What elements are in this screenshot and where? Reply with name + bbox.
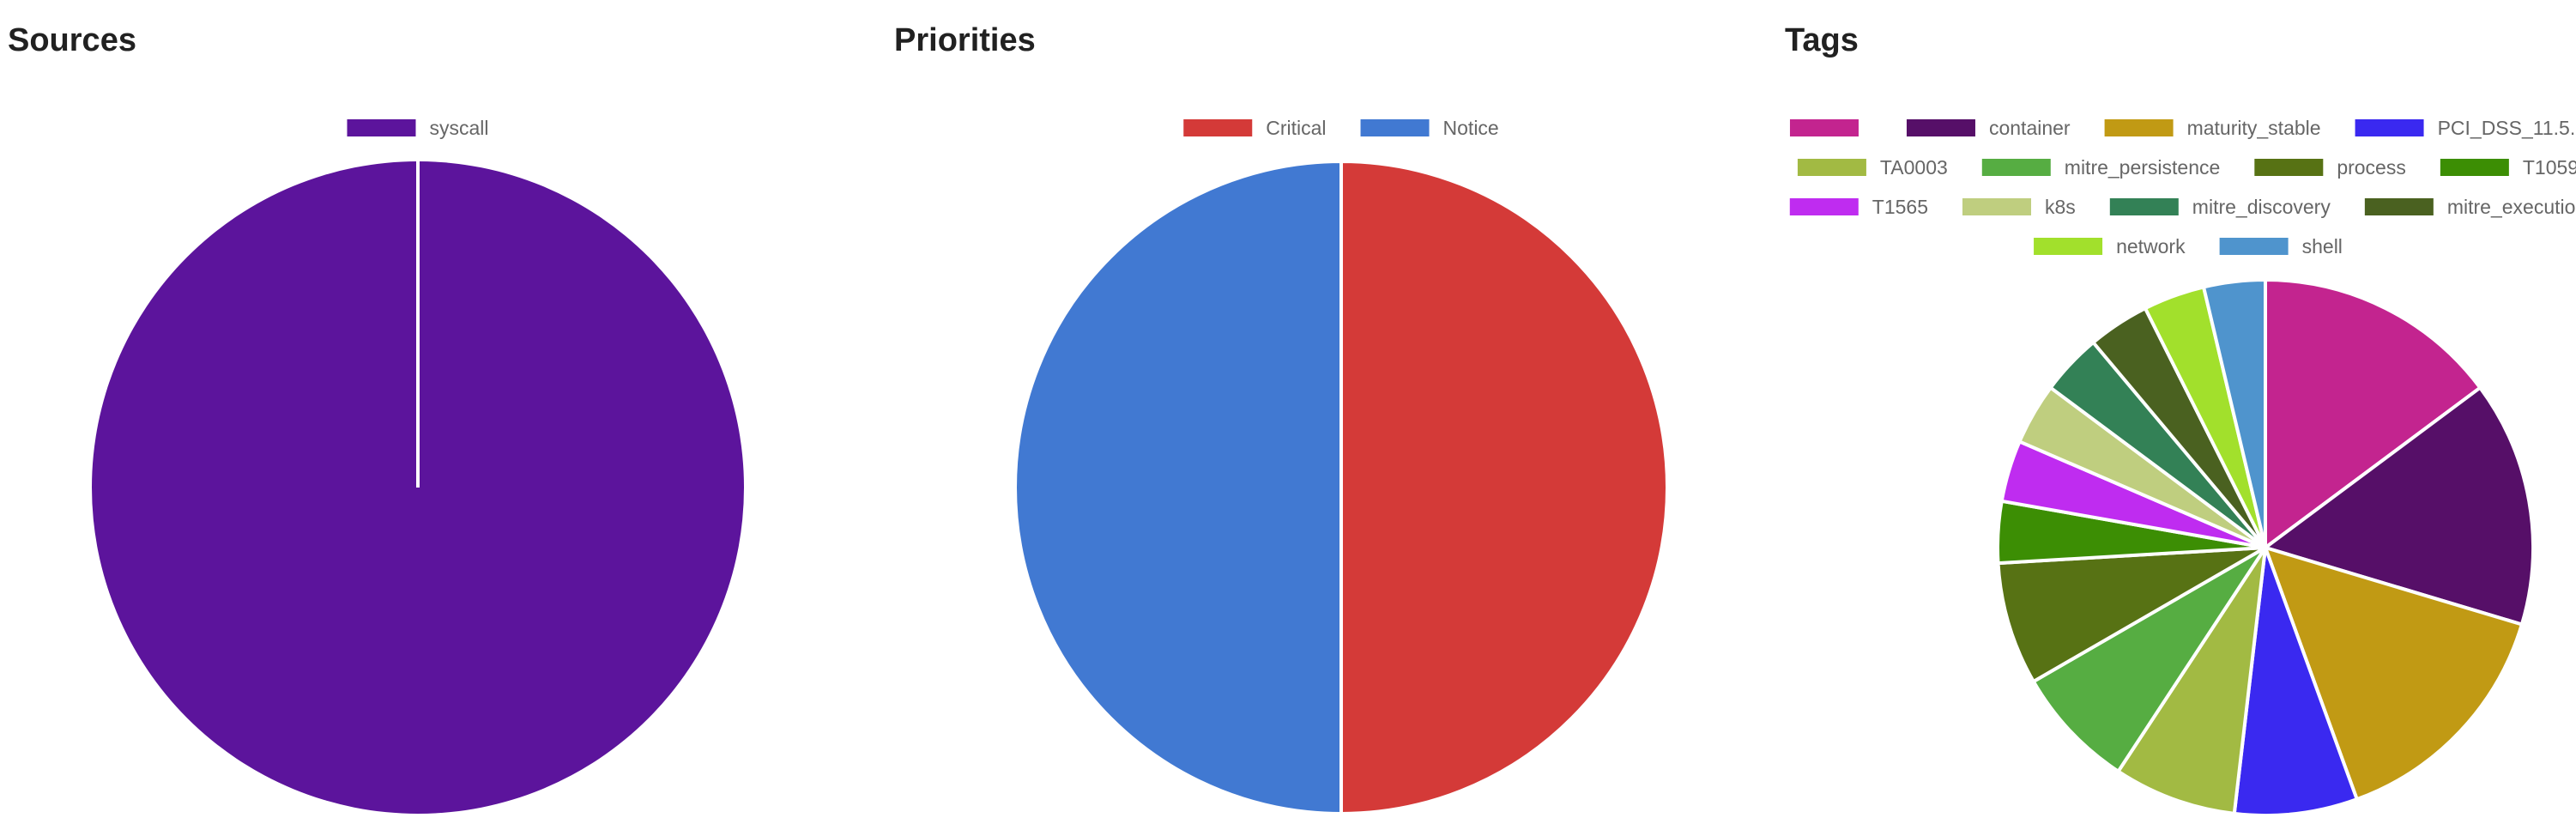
tags-panel: Tags container maturity_stable PCI_DSS_11.… bbox=[1785, 0, 2576, 824]
legend-label: Critical bbox=[1266, 117, 1326, 139]
legend-swatch bbox=[2219, 238, 2289, 255]
legend-label: mitre_execution bbox=[2447, 196, 2576, 218]
legend-swatch bbox=[1360, 119, 1430, 136]
legend-item-shell[interactable]: shell bbox=[2219, 235, 2343, 258]
legend-swatch bbox=[1183, 119, 1253, 136]
legend-swatch bbox=[2254, 159, 2324, 176]
tags-slice-container[interactable] bbox=[2264, 385, 2535, 627]
legend-swatch bbox=[2440, 159, 2509, 176]
legend-swatch bbox=[2104, 119, 2174, 136]
legend-item-unlabeled[interactable] bbox=[1789, 119, 1859, 136]
legend-label: PCI_DSS_11.5.1 bbox=[2438, 117, 2576, 139]
legend-item-pci-dss-11-5-1[interactable]: PCI_DSS_11.5.1 bbox=[2355, 117, 2576, 139]
legend-label: k8s bbox=[2045, 196, 2076, 218]
legend-swatch bbox=[1797, 159, 1866, 176]
priorities-slice-critical[interactable] bbox=[1339, 160, 1669, 815]
legend-swatch bbox=[1962, 198, 2032, 215]
priorities-slice-notice[interactable] bbox=[1013, 160, 1343, 815]
legend-item-ta0003[interactable]: TA0003 bbox=[1797, 156, 1948, 179]
sources-pie-chart: syscall bbox=[92, 117, 744, 814]
legend-label: T1565 bbox=[1872, 196, 1928, 218]
tags-slice-ta0003[interactable] bbox=[2116, 546, 2267, 815]
legend-item-syscall[interactable]: syscall bbox=[347, 117, 489, 139]
legend-item-k8s[interactable]: k8s bbox=[1962, 196, 2076, 218]
legend-item-network[interactable]: network bbox=[2034, 235, 2186, 258]
priorities-pie-chart: Critical Notice bbox=[1013, 117, 1669, 815]
legend-item-notice[interactable]: Notice bbox=[1360, 117, 1499, 139]
sources-title: Sources bbox=[8, 22, 136, 58]
tags-slice-maturity-stable[interactable] bbox=[2264, 546, 2524, 802]
tags-slice-shell[interactable] bbox=[2202, 278, 2267, 549]
tags-slice-process[interactable] bbox=[1996, 546, 2267, 683]
tags-slice-unlabeled[interactable] bbox=[2264, 278, 2482, 549]
legend-swatch bbox=[1906, 119, 1975, 136]
legend-label: syscall bbox=[429, 117, 488, 139]
priorities-panel: Priorities Critical Notice bbox=[892, 0, 1785, 824]
legend-swatch bbox=[2034, 238, 2103, 255]
legend-item-maturity-stable[interactable]: maturity_stable bbox=[2104, 117, 2321, 139]
legend-swatch bbox=[1789, 119, 1859, 136]
legend-swatch bbox=[2355, 119, 2424, 136]
legend-item-process[interactable]: process bbox=[2254, 156, 2406, 179]
legend-label: TA0003 bbox=[1880, 156, 1948, 179]
legend-item-t1565[interactable]: T1565 bbox=[1789, 196, 1928, 218]
legend-item-mitre-execution[interactable]: mitre_execution bbox=[2364, 196, 2576, 218]
legend-label: maturity_stable bbox=[2187, 117, 2321, 139]
legend-swatch bbox=[1981, 159, 2051, 176]
legend-swatch bbox=[2364, 198, 2434, 215]
legend-swatch bbox=[2109, 198, 2179, 215]
tags-slice-pci-dss-11-5-1[interactable] bbox=[2232, 546, 2359, 817]
legend-item-container[interactable]: container bbox=[1906, 117, 2071, 139]
legend-label: mitre_persistence bbox=[2065, 156, 2221, 179]
legend-item-critical[interactable]: Critical bbox=[1183, 117, 1327, 139]
legend-item-mitre-persistence[interactable]: mitre_persistence bbox=[1981, 156, 2221, 179]
legend-item-mitre-discovery[interactable]: mitre_discovery bbox=[2109, 196, 2331, 218]
sources-panel: Sources syscall bbox=[0, 0, 892, 824]
tags-title: Tags bbox=[1785, 22, 1859, 58]
legend-swatch bbox=[347, 119, 416, 136]
legend-swatch bbox=[1789, 198, 1859, 215]
legend-label: mitre_discovery bbox=[2192, 196, 2331, 218]
priorities-title: Priorities bbox=[894, 22, 1036, 58]
tags-pie-chart: container maturity_stable PCI_DSS_11.5.1 TA… bbox=[1789, 117, 2576, 817]
legend-label: Notice bbox=[1443, 117, 1499, 139]
legend-label: T1059 bbox=[2523, 156, 2576, 179]
legend-label: network bbox=[2116, 235, 2186, 258]
legend-label: container bbox=[1989, 117, 2071, 139]
tags-slice-mitre-persistence[interactable] bbox=[2031, 546, 2267, 773]
legend-label: shell bbox=[2302, 235, 2343, 258]
legend-label: process bbox=[2337, 156, 2406, 179]
legend-item-t1059[interactable]: T1059 bbox=[2440, 156, 2576, 179]
